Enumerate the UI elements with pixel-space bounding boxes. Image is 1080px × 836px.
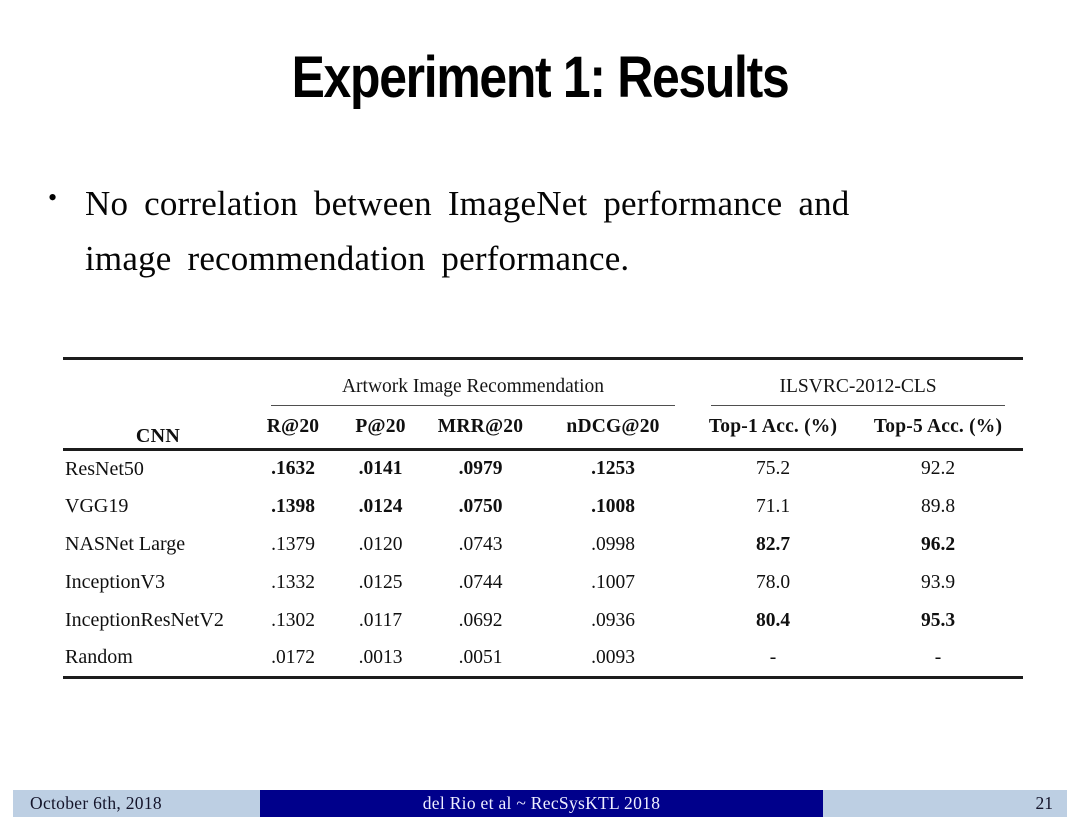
table-row: NASNet Large .1379 .0120 .0743 .0998 82.7 96.2 [63,526,1023,564]
metric-value: 95.3 [920,609,956,631]
metric-value: .0124 [358,495,403,517]
metric-value: .1332 [271,571,315,593]
group-header-ilsvrc-label: ILSVRC-2012-CLS [779,375,937,397]
table-group-header-row: CNN Artwork Image Recommendation ILSVRC-… [63,359,1023,447]
cnn-name: NASNet Large [65,533,186,555]
cnn-name: VGG19 [65,495,129,517]
metric-value: .0936 [591,609,635,631]
col-header-r20: R@20 [266,415,320,437]
metric-value: .1253 [591,458,635,480]
metric-value: .0750 [458,495,503,517]
metric-value: - [934,646,942,668]
metric-value: .0051 [458,646,503,668]
bullet-item: • No correlation between ImageNet perfor… [48,176,1048,286]
bullet-icon: • [48,183,58,212]
metric-value: 96.2 [920,533,956,555]
bullet-text: No correlation between ImageNet performa… [85,176,1048,286]
metric-value: .0743 [458,533,503,555]
col-header-top1: Top-1 Acc. (%) [708,415,838,437]
group-header-artwork: Artwork Image Recommendation [253,359,693,406]
slide-title: Experiment 1: Results [291,45,790,110]
table-row: VGG19 .1398 .0124 .0750 .1008 71.1 89.8 [63,488,1023,526]
metric-value: 82.7 [755,533,791,555]
col-header-cnn: CNN [135,425,181,447]
metric-value: .0141 [358,458,403,480]
metric-value: 92.2 [920,458,956,480]
col-header-mrr20: MRR@20 [437,415,524,437]
metric-value: .0117 [358,609,403,631]
metric-value: 78.0 [755,571,791,593]
metric-value: .1007 [591,571,635,593]
table-row: Random .0172 .0013 .0051 .0093 - - [63,640,1023,678]
metric-value: 89.8 [920,495,956,517]
cnn-name: Random [65,646,133,669]
metrics-table: CNN Artwork Image Recommendation ILSVRC-… [63,357,1024,679]
metric-value: .0692 [458,609,503,631]
bullet-line-2: image recommendation performance. [85,239,630,278]
table-row: ResNet50 .1632 .0141 .0979 .1253 75.2 92.2 [63,450,1023,488]
metric-value: .1008 [591,495,635,517]
col-header-ndcg20: nDCG@20 [566,415,660,437]
metric-value: .1398 [271,495,315,517]
metric-value: .0125 [358,571,403,593]
metric-value: .0172 [271,646,315,668]
group-header-artwork-label: Artwork Image Recommendation [341,375,605,397]
metric-value: .1632 [271,458,315,480]
col-header-p20: P@20 [355,415,406,437]
metric-value: 71.1 [755,495,791,517]
col-header-top5: Top-5 Acc. (%) [873,415,1003,437]
cnn-name: ResNet50 [65,457,144,480]
metric-value: .0120 [358,533,403,555]
footer-bar: October 6th, 2018 del Rio et al ~ RecSys… [13,790,1067,817]
metric-value: .0998 [591,533,635,555]
metric-value: .0013 [358,646,403,668]
footer-date: October 6th, 2018 [30,793,162,813]
results-table: CNN Artwork Image Recommendation ILSVRC-… [63,357,1024,679]
metric-value: .1302 [271,609,315,631]
metric-value: 93.9 [920,571,956,593]
table-subheader-row: R@20 P@20 MRR@20 nDCG@20 Top-1 Acc. (%) … [63,406,1023,450]
footer-center-banner: del Rio et al ~ RecSysKTL 2018 [260,790,823,817]
table-row: InceptionV3 .1332 .0125 .0744 .1007 78.0 93.9 [63,564,1023,602]
footer-citation: del Rio et al ~ RecSysKTL 2018 [422,793,661,813]
metric-value: .0093 [591,646,635,668]
metric-value: .0744 [458,571,503,593]
group-header-ilsvrc: ILSVRC-2012-CLS [693,359,1023,406]
metric-value: 80.4 [755,609,791,631]
table-row: InceptionResNetV2 .1302 .0117 .0692 .0936 80.… [63,602,1023,640]
metric-value: .1379 [271,533,315,555]
metric-value: .0979 [458,458,503,480]
cnn-name: InceptionV3 [65,571,165,593]
cnn-name: InceptionResNetV2 [65,609,224,631]
bullet-line-1: No correlation between ImageNet performa… [85,184,850,223]
page-number: 21 [1035,793,1054,813]
metric-value: - [769,646,777,668]
metric-value: 75.2 [755,458,791,480]
